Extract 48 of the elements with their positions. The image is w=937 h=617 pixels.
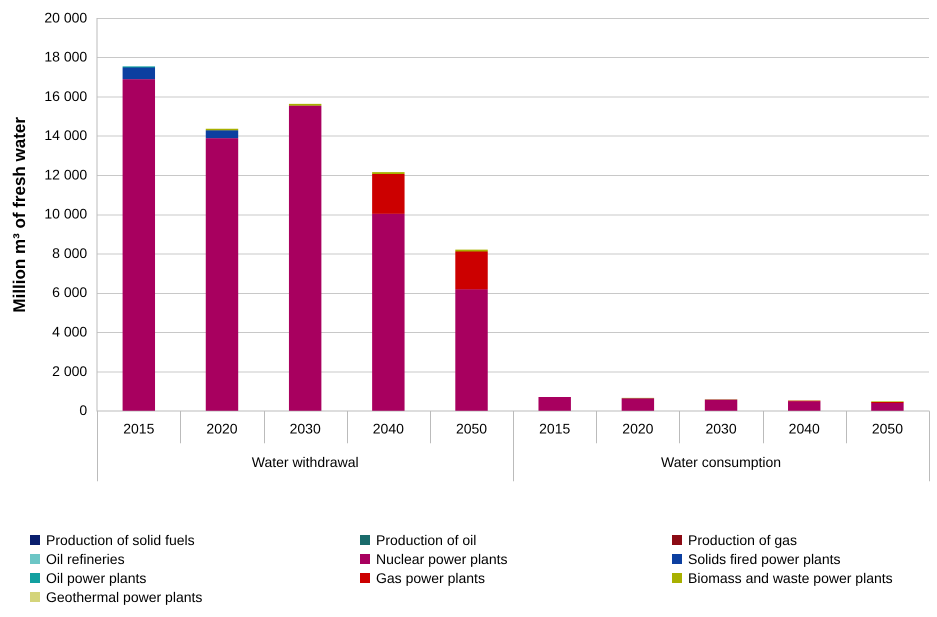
x-tick-label: 2050 xyxy=(872,420,904,436)
y-tick-label: 14 000 xyxy=(44,127,88,144)
x-tick-label: 2015 xyxy=(123,420,155,436)
x-tick-label: 2040 xyxy=(788,420,820,436)
x-tick-label: 2030 xyxy=(290,420,321,436)
bar xyxy=(122,79,156,411)
x-tick-label: 2020 xyxy=(622,420,654,436)
bar xyxy=(206,138,238,411)
legend-label: Production of oil xyxy=(375,532,478,548)
bar xyxy=(372,214,405,411)
y-tick-label: 20 000 xyxy=(44,9,88,26)
bar xyxy=(372,174,405,214)
y-tick-label: 18 000 xyxy=(44,48,88,65)
y-tick-label: 6 000 xyxy=(52,284,88,300)
bar xyxy=(455,252,488,290)
y-tick-label: 8 000 xyxy=(52,244,88,261)
bar xyxy=(538,397,571,411)
bar xyxy=(704,400,738,411)
x-tick-label: 2020 xyxy=(206,420,238,436)
bar xyxy=(288,106,322,411)
y-tick-label: 12 000 xyxy=(44,166,88,182)
x-tick-label: 2030 xyxy=(705,420,737,436)
legend-label: Production of gas xyxy=(687,532,798,548)
legend-label: Oil refineries xyxy=(45,551,126,567)
y-tick-label: 16 000 xyxy=(44,88,88,104)
legend-label: Gas power plants xyxy=(375,570,486,586)
y-tick-label: 10 000 xyxy=(44,206,88,222)
x-tick-label: 2050 xyxy=(456,420,488,436)
text: Water withdrawal xyxy=(252,454,359,470)
y-axis-title: Million m³ of fresh water xyxy=(10,116,29,313)
text: Water consumption xyxy=(661,454,782,470)
bar xyxy=(871,402,904,411)
bar xyxy=(455,289,488,411)
y-tick-label: 0 xyxy=(79,402,88,418)
x-tick-label: 2040 xyxy=(372,420,404,436)
legend-label: Production of solid fuels xyxy=(45,532,196,548)
y-tick-label: 2 000 xyxy=(52,362,88,379)
legend-label: Geothermal power plants xyxy=(45,589,204,605)
bar xyxy=(122,68,156,80)
y-tick-label: 4 000 xyxy=(52,324,88,340)
x-tick-label: 2015 xyxy=(539,420,570,436)
legend-label: Oil power plants xyxy=(45,570,148,586)
bar xyxy=(622,398,654,411)
legend-label: Biomass and waste power plants xyxy=(687,570,894,586)
legend-label: Nuclear power plants xyxy=(375,551,509,567)
legend-label: Solids fired power plants xyxy=(687,551,842,567)
bar xyxy=(206,130,238,138)
bar xyxy=(788,401,820,411)
